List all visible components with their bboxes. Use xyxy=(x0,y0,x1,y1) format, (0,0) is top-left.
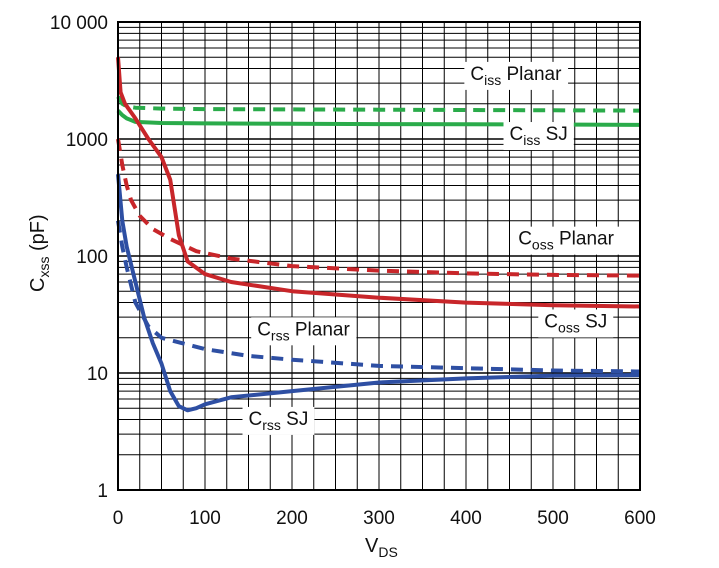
annotation-rest: Planar xyxy=(290,319,351,340)
series-line-coss-planar xyxy=(116,138,641,278)
y-axis-title-sub: xss xyxy=(36,257,52,278)
series-line-ciss-sj xyxy=(116,109,641,127)
series-line-crss-sj xyxy=(116,174,641,413)
annotation-ciss-planar: Ciss Planar xyxy=(464,61,569,90)
x-tick-label: 200 xyxy=(276,508,308,529)
annotation-bg xyxy=(512,226,621,255)
annotation-coss-sj: Coss SJ xyxy=(538,309,614,338)
y-tick-label: 1 xyxy=(97,481,108,502)
annotation-crss-planar: Crss Planar xyxy=(251,317,357,346)
annotation-rest: Planar xyxy=(501,64,562,85)
x-tick-label: 300 xyxy=(363,508,395,529)
x-tick-labels: 0 100 200 300 400 500 600 xyxy=(113,508,656,529)
annotation-sub: oss xyxy=(532,237,554,253)
annotation-rest: SJ xyxy=(281,409,308,430)
x-tick-label: 500 xyxy=(537,508,569,529)
y-axis-title-main: C xyxy=(27,278,49,292)
annotation-coss-planar: Coss Planar xyxy=(512,226,621,255)
annotation-bg xyxy=(242,406,315,435)
annotation-bg xyxy=(251,317,357,346)
annotation-sub: rss xyxy=(262,417,281,433)
grid xyxy=(118,22,640,490)
annotation-text: Ciss Planar xyxy=(470,64,562,88)
annotation-rest: SJ xyxy=(540,124,567,145)
y-tick-label: 10 xyxy=(87,364,108,385)
x-axis-title: VDS xyxy=(365,535,398,560)
x-axis-title-sub: DS xyxy=(378,544,397,560)
x-tick-label: 100 xyxy=(189,508,221,529)
annotation-crss-sj: Crss SJ xyxy=(242,406,315,435)
annotation-sub: iss xyxy=(523,132,540,148)
annotation-sub: oss xyxy=(558,319,580,335)
annotation-text: Coss SJ xyxy=(544,311,607,335)
y-tick-label: 10 000 xyxy=(50,13,108,34)
annotation-text: Crss SJ xyxy=(249,409,309,433)
y-axis-title: Cxss (pF) xyxy=(27,214,52,292)
y-tick-label: 100 xyxy=(76,247,108,268)
x-axis-title-main: V xyxy=(365,535,379,557)
annotation-bg xyxy=(538,309,614,338)
annotation-sub: rss xyxy=(271,327,290,343)
series-lines xyxy=(116,57,641,413)
x-tick-label: 400 xyxy=(450,508,482,529)
annotation-main: C xyxy=(470,64,484,85)
x-tick-label: 600 xyxy=(624,508,656,529)
annotation-sub: iss xyxy=(484,72,501,88)
plot-frame xyxy=(117,21,641,491)
annotation-ciss-sj: Ciss SJ xyxy=(503,122,574,151)
annotation-text: Coss Planar xyxy=(518,229,614,253)
annotation-rest: SJ xyxy=(580,311,607,332)
annotation-main: C xyxy=(544,311,558,332)
annotation-bg xyxy=(503,122,574,151)
annotation-main: C xyxy=(518,229,532,250)
annotation-text: Ciss SJ xyxy=(510,124,568,148)
y-tick-label: 1000 xyxy=(66,130,108,151)
series-line-coss-sj xyxy=(116,57,641,309)
annotation-main: C xyxy=(249,409,263,430)
series-line-crss-planar xyxy=(116,220,641,374)
annotation-bg xyxy=(464,61,569,90)
y-tick-labels: 1 10 100 1000 10 000 xyxy=(50,13,108,502)
y-axis-title-unit: (pF) xyxy=(27,214,49,256)
annotation-main: C xyxy=(257,319,271,340)
annotation-main: C xyxy=(510,124,524,145)
annotation-rest: Planar xyxy=(554,229,615,250)
x-tick-label: 0 xyxy=(113,508,124,529)
annotation-text: Crss Planar xyxy=(257,319,350,343)
